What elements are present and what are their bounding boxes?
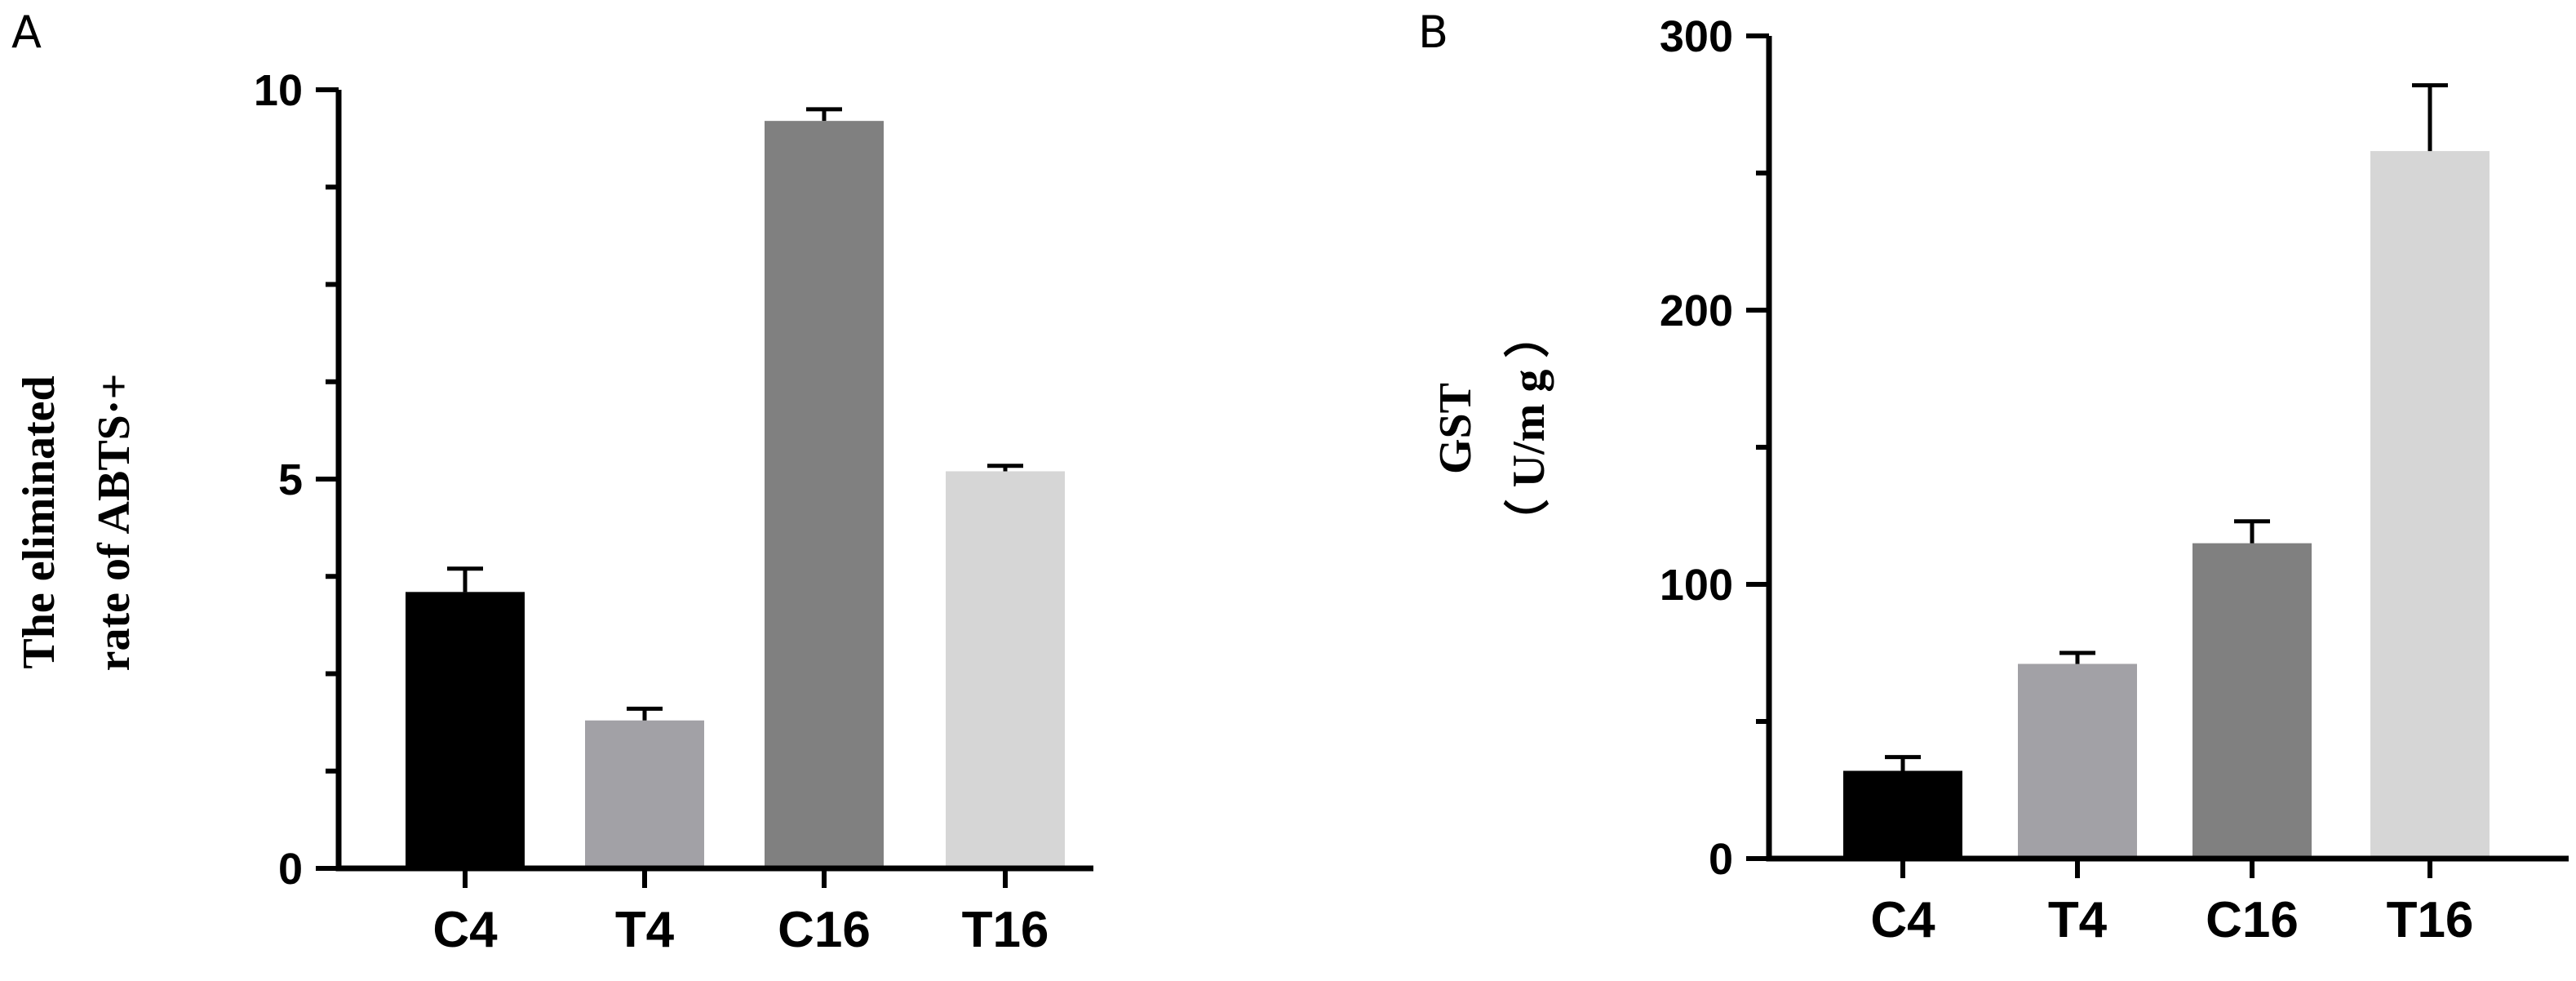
- panel-b-error-bar-t4: [2059, 650, 2095, 664]
- panel-b-error-bar-c16: [2234, 519, 2270, 544]
- panel-b-bar-c16: [2192, 543, 2312, 859]
- panel-a-y-tick-label: 5: [278, 455, 303, 504]
- panel-a-axes: [335, 90, 1093, 872]
- panel-b-x-tick-label: C4: [1870, 892, 1935, 948]
- panel-a-letter: A: [11, 7, 42, 58]
- panel-b-bar-c4: [1843, 770, 1962, 859]
- panel-a-bar-c16: [765, 121, 884, 868]
- panel-a-y-tick-label: 0: [278, 845, 303, 894]
- panel-a-x-tick-label: C16: [778, 902, 871, 958]
- panel-a-y-axis-title: The eliminated rate of ABTS·+: [14, 374, 140, 672]
- panel-a-x-tick-label: C4: [432, 902, 498, 958]
- panel-b-axes: [1766, 36, 2569, 862]
- panel-b-y-axis-title-line-2: （ U/m g ）: [1503, 313, 1554, 545]
- panel-b-y-ticks: 0 100 200 300: [1660, 12, 1769, 884]
- panel-a-error-bars: [447, 107, 1023, 721]
- panel-a-y-tick-label: 10: [254, 66, 303, 115]
- panel-a-error-bar-c16: [806, 107, 842, 122]
- panel-b-x-tick-label: T4: [2048, 892, 2108, 948]
- panel-b-y-tick-label: 0: [1709, 835, 1733, 884]
- panel-b-bar-chart: B GST （ U/m g ） 0 100 200 300 C4 T4 C16 T16: [1418, 7, 2569, 948]
- panel-b-bars: [1843, 151, 2490, 859]
- panel-b-x-ticks: C4 T4 C16 T16: [1870, 859, 2473, 948]
- panel-b-bar-t4: [2018, 664, 2137, 859]
- panel-b-y-tick-label: 100: [1660, 561, 1733, 610]
- panel-b-bar-t16: [2370, 151, 2490, 859]
- panel-b-x-tick-label: T16: [2387, 892, 2474, 948]
- panel-b-error-bars: [1885, 82, 2448, 771]
- panel-b-y-axis-title: GST （ U/m g ）: [1430, 313, 1554, 545]
- panel-b-error-bar-t16: [2412, 82, 2448, 152]
- panel-a-bar-t4: [585, 720, 704, 868]
- panel-a-x-tick-label: T16: [962, 902, 1049, 958]
- panel-a-bar-c4: [406, 592, 525, 868]
- panel-a-y-axis-title-line-2: rate of ABTS·+: [89, 374, 140, 672]
- panel-a-y-ticks: 0 5 10: [254, 66, 339, 894]
- panel-b-error-bar-c4: [1885, 755, 1921, 771]
- panel-b-letter: B: [1418, 7, 1448, 58]
- panel-b-x-tick-label: C16: [2206, 892, 2299, 948]
- panel-a-y-axis-title-line-1: The eliminated: [14, 375, 64, 668]
- panel-a-x-tick-label: T4: [615, 902, 675, 958]
- panel-a-bar-t16: [946, 471, 1065, 868]
- panel-a-x-ticks: C4 T4 C16 T16: [432, 868, 1049, 958]
- panel-a-bar-chart: A The eliminated rate of ABTS·+ 0 5 10 C4 T…: [11, 7, 1093, 958]
- panel-a-error-bar-t16: [987, 464, 1023, 472]
- panel-a-bars: [406, 121, 1065, 868]
- panel-b-y-tick-label: 200: [1660, 286, 1733, 335]
- panel-a-error-bar-c4: [447, 566, 483, 593]
- panel-b-y-axis-title-line-1: GST: [1430, 383, 1481, 474]
- panel-b-y-tick-label: 300: [1660, 12, 1733, 61]
- panel-a-error-bar-t4: [627, 706, 663, 721]
